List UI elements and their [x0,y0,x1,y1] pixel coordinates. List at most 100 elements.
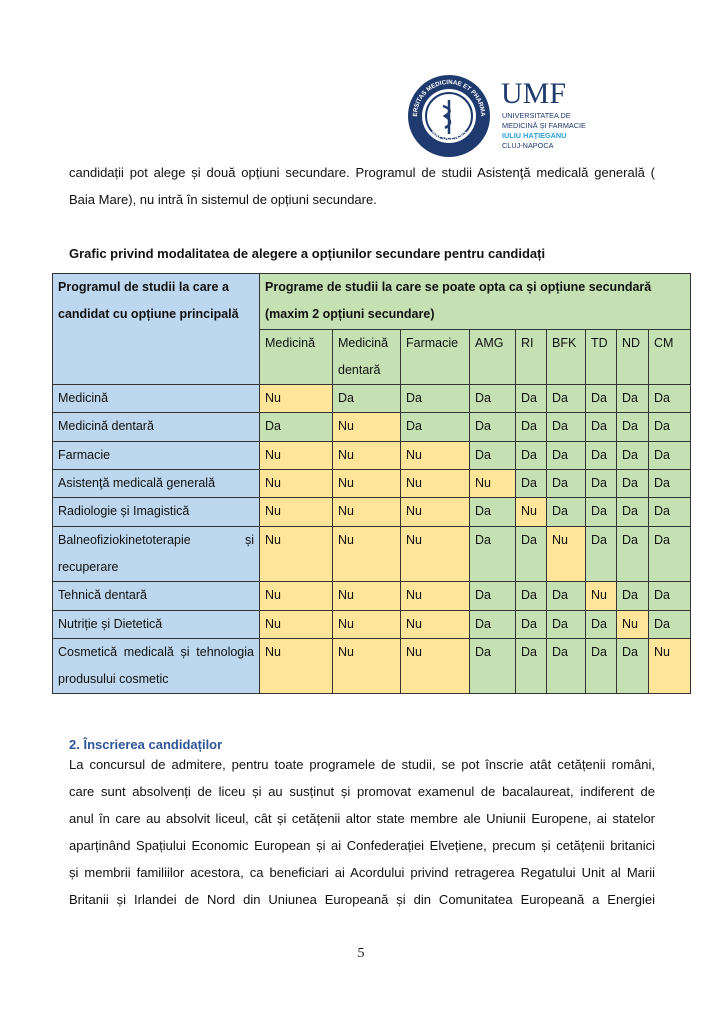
row-name: Medicină dentară [52,412,260,442]
option-cell: Da [648,525,691,583]
column-header: BFK [546,328,586,386]
row-name: Radiologie și Imagistică [52,497,260,527]
table-row: Asistenţă medicală generală Nu Nu Nu Nu Da Da D… [52,469,691,499]
option-cell: Nu [469,469,516,499]
option-cell: Nu [259,609,333,639]
option-cell: Da [585,637,617,695]
option-cell: Da [469,525,516,583]
option-cell: Da [515,525,547,583]
option-cell: Nu [332,525,401,583]
logo-line: UNIVERSITATEA DE [502,111,571,120]
option-cell: Da [616,637,649,695]
option-cell: Da [469,581,516,611]
column-header: ND [616,328,649,386]
option-cell: Nu [515,497,547,527]
option-cell: Da [515,609,547,639]
option-cell: Nu [400,440,470,471]
option-cell: Nu [648,637,691,695]
option-cell: Da [648,440,691,471]
option-cell: Da [546,581,586,611]
option-cell: Da [400,412,470,442]
option-cell: Da [616,412,649,442]
option-cell: Da [469,609,516,639]
option-cell: Da [515,412,547,442]
column-header: TD [585,328,617,386]
logo: UNIVERSITAS MEDICINAE ET PHARMACIAE NAPO… [405,72,586,157]
option-cell: Da [400,384,470,414]
table-row: Nutriție și Dietetică Nu Nu Nu Da Da Da Da Nu Da [52,609,691,639]
row-name: Nutriție și Dietetică [52,609,260,639]
logo-line: MEDICINĂ ȘI FARMACIE [502,121,586,130]
option-cell: Da [515,581,547,611]
row-name: Tehnică dentară [52,581,260,611]
option-cell: Da [546,469,586,499]
header-row: Programul de studii la care a candidat cu… [52,272,691,386]
table-row: Tehnică dentară Nu Nu Nu Da Da Da Nu Da Da [52,581,691,611]
row-name: Cosmetică medicală și tehnologia produsu… [52,637,260,695]
column-header: AMG [469,328,516,386]
option-cell: Nu [400,469,470,499]
option-cell: Da [546,412,586,442]
logo-line: CLUJ-NAPOCA [502,141,554,150]
table-row: Medicină dentară Da Nu Da Da Da Da Da Da Da [52,412,691,442]
option-cell: Nu [616,609,649,639]
option-cell: Da [585,440,617,471]
option-cell: Da [648,469,691,499]
option-cell: Da [648,609,691,639]
option-cell: Nu [259,469,333,499]
option-cell: Nu [259,637,333,695]
column-header: Medicină dentară [332,328,401,386]
table-row: Radiologie și Imagistică Nu Nu Nu Da Nu Da Da Da… [52,497,691,527]
option-cell: Da [585,412,617,442]
option-cell: Nu [332,412,401,442]
text-line: și membrii familiilor acestora, ca benef… [69,865,655,880]
option-cell: Nu [259,497,333,527]
options-table: Programul de studii la care a candidat cu… [52,272,691,695]
option-cell: Nu [259,581,333,611]
option-cell: Da [546,637,586,695]
header-line: candidat cu opțiune principală [58,307,239,322]
option-cell: Nu [332,497,401,527]
seal-ring [425,92,473,140]
option-cell: Da [616,440,649,471]
option-cell: Da [546,384,586,414]
column-header: RI [515,328,547,386]
option-cell: Da [515,637,547,695]
table-row: Balneofiziokinetoterapie și recuperare Nu… [52,525,691,583]
logo-abbr: UMF [501,77,566,110]
option-cell: Da [515,469,547,499]
option-cell: Da [648,581,691,611]
header-line: Programe de studii la care se poate opta… [265,280,652,294]
option-cell: Da [616,581,649,611]
option-cell: Nu [400,609,470,639]
option-cell: Da [616,497,649,527]
table-caption: Grafic privind modalitatea de alegere a … [69,246,546,261]
header-line: Programul de studii la care a [58,280,229,294]
option-cell: Nu [259,525,333,583]
option-cell: Da [616,384,649,414]
option-cell: Nu [332,469,401,499]
option-cell: Da [546,440,586,471]
option-cell: Da [515,440,547,471]
option-cell: Da [469,440,516,471]
option-cell: Da [616,525,649,583]
option-cell: Nu [585,581,617,611]
option-cell: Da [515,384,547,414]
row-name: Farmacie [52,440,260,471]
section-heading: 2. Înscrierea candidaților [69,737,223,752]
option-cell: Da [585,525,617,583]
option-cell: Da [332,384,401,414]
header-line: (maxim 2 opțiuni secundare) [265,307,435,322]
option-cell: Da [648,384,691,414]
row-name: Medicină [52,384,260,414]
option-cell: Nu [400,497,470,527]
option-cell: Nu [400,525,470,583]
option-cell: Nu [259,384,333,414]
column-row: Medicină Medicină dentară Farmacie AMG RI BFK… [53,328,691,386]
option-cell: Da [585,609,617,639]
text-line: candidații pot alege și două opțiuni sec… [69,165,655,180]
option-cell: Da [469,637,516,695]
option-cell: Nu [400,581,470,611]
option-cell: Da [469,412,516,442]
